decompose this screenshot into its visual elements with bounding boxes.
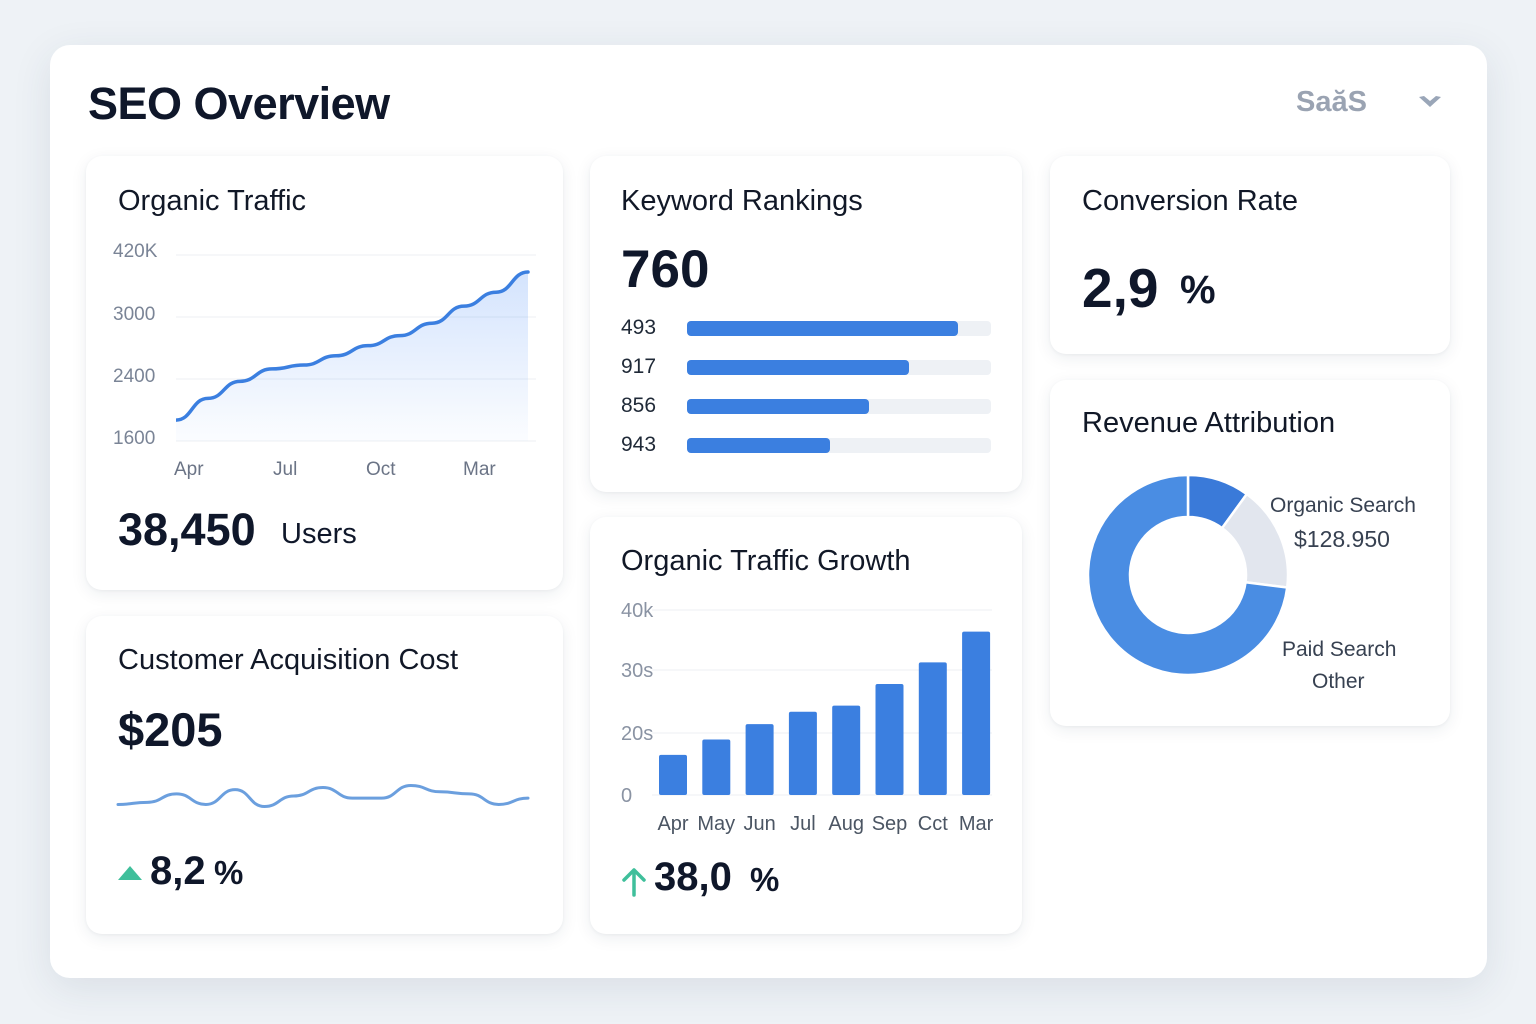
growth-bar — [832, 705, 861, 795]
cac-value: $205 — [118, 703, 223, 756]
y-tick-label: 20s — [621, 723, 653, 745]
x-tick-label: Cct — [918, 813, 948, 835]
cac-change-unit: % — [214, 854, 244, 891]
traffic-growth-chart: 40k 30s 20s 0 Apr May Jun Jul Aug Sep Cct Mar — [621, 600, 994, 835]
revenue-donut-chart — [1088, 475, 1288, 675]
organic-traffic-total: 38,450 — [118, 504, 256, 555]
growth-bar — [788, 711, 817, 795]
arrow-up-icon — [622, 868, 646, 897]
traffic-growth-card: Organic Traffic Growth 40k 30s 20s 0 Apr May… — [590, 517, 1022, 934]
x-tick-label: Sep — [872, 813, 908, 835]
x-tick-label: Oct — [366, 459, 396, 480]
growth-bar — [702, 739, 731, 795]
organic-search-label: Organic Search — [1270, 494, 1416, 517]
keyword-row-label: 917 — [621, 355, 657, 378]
traffic-area-fill — [176, 272, 528, 441]
traffic-growth-change-unit: % — [750, 861, 780, 898]
y-tick-label: 2400 — [113, 366, 156, 387]
keyword-rankings-card: Keyword Rankings 760 493 917 856 943 — [590, 156, 1022, 492]
y-tick-label: 3000 — [113, 304, 156, 325]
cac-series-line — [116, 783, 530, 809]
keyword-row-label: 943 — [621, 433, 657, 456]
revenue-attribution-title: Revenue Attribution — [1082, 407, 1336, 439]
keyword-bar-track — [687, 399, 991, 414]
y-tick-label: 1600 — [113, 428, 156, 449]
growth-bar — [875, 684, 904, 795]
conversion-rate-unit: % — [1180, 268, 1216, 312]
conversion-rate-title: Conversion Rate — [1082, 185, 1298, 217]
conversion-rate-value: 2,9 — [1082, 257, 1159, 319]
keyword-row-label: 493 — [621, 316, 657, 339]
x-tick-label: Jul — [790, 813, 816, 835]
organic-traffic-chart — [176, 254, 536, 442]
keyword-bar-fill — [687, 321, 958, 336]
growth-bar — [745, 724, 774, 795]
x-tick-label: Aug — [828, 813, 864, 835]
growth-bar — [918, 662, 947, 795]
keyword-bar-fill — [687, 360, 909, 375]
workspace-selector[interactable]: SaăS — [1296, 84, 1444, 120]
keyword-rankings-total: 760 — [621, 240, 710, 299]
conversion-rate-card: Conversion Rate 2,9 % — [1050, 156, 1450, 354]
donut-slice — [1088, 475, 1288, 675]
keyword-row-label: 856 — [621, 394, 657, 417]
cac-change-value: 8,2 — [150, 849, 206, 893]
organic-search-value: $128.950 — [1294, 526, 1390, 552]
y-tick-label: 420K — [113, 241, 158, 262]
traffic-growth-title: Organic Traffic Growth — [621, 545, 911, 577]
keyword-bar-track — [687, 438, 991, 453]
x-tick-label: Jul — [273, 459, 298, 480]
keyword-rankings-title: Keyword Rankings — [621, 185, 863, 217]
keyword-bar-fill — [687, 438, 830, 453]
cac-title: Customer Acquisition Cost — [118, 644, 459, 676]
cac-card: Customer Acquisition Cost $205 8,2 % — [86, 616, 563, 934]
organic-traffic-title: Organic Traffic — [118, 185, 307, 217]
revenue-attribution-card: Revenue Attribution Organic Search $128.… — [1050, 380, 1450, 726]
x-tick-label: Mar — [463, 459, 496, 480]
keyword-bar-track — [687, 360, 991, 375]
keyword-bar-fill — [687, 399, 870, 414]
page-title: SEO Overview — [88, 78, 390, 129]
workspace-selector-label: SaăS — [1296, 85, 1367, 118]
y-tick-label: 40k — [621, 600, 654, 622]
paid-search-label: Paid Search — [1282, 638, 1397, 661]
traffic-growth-change-value: 38,0 — [654, 855, 732, 899]
x-tick-label: Apr — [174, 459, 204, 480]
other-label: Other — [1312, 670, 1365, 693]
y-tick-label: 0 — [621, 785, 632, 807]
growth-bar — [659, 754, 687, 795]
x-tick-label: May — [697, 813, 735, 835]
triangle-up-icon — [118, 866, 142, 880]
chevron-down-icon[interactable] — [1416, 88, 1444, 116]
growth-bar — [962, 631, 991, 795]
organic-traffic-unit: Users — [281, 518, 357, 550]
x-tick-label: Apr — [657, 813, 688, 835]
organic-traffic-card: Organic Traffic 420K 3000 2400 1600 Apr … — [86, 156, 563, 590]
cac-sparkline — [116, 783, 530, 809]
traffic-series-line — [176, 270, 530, 422]
x-tick-label: Mar — [959, 813, 994, 835]
x-tick-label: Jun — [743, 813, 775, 835]
keyword-bar-track — [687, 321, 991, 336]
y-tick-label: 30s — [621, 660, 653, 682]
